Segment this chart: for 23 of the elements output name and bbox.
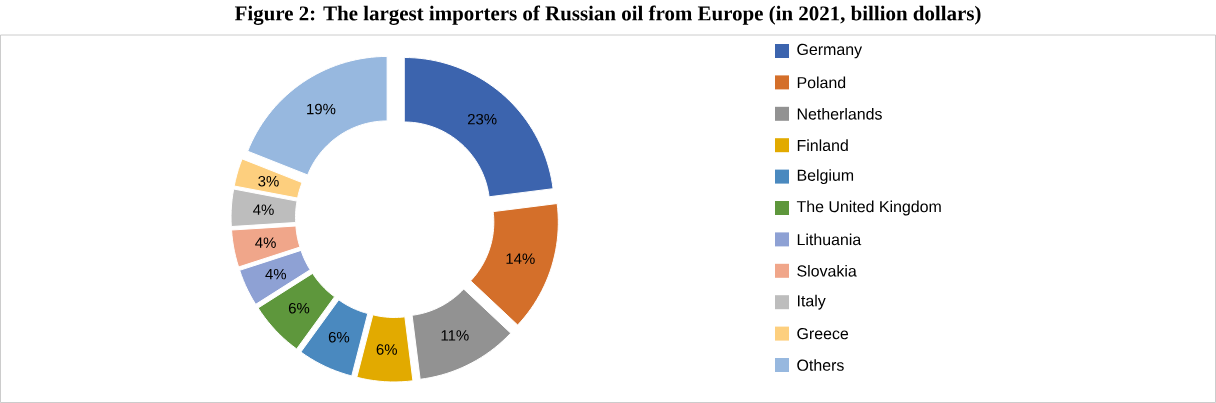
legend-label: The United Kingdom xyxy=(796,200,941,216)
data-label: 19% xyxy=(307,103,336,115)
legend-label: Belgium xyxy=(797,169,854,185)
legend-label: Italy xyxy=(797,294,826,310)
data-label: 4% xyxy=(255,237,276,248)
data-label: 6% xyxy=(288,302,310,314)
legend-label: Slovakia xyxy=(797,264,857,277)
data-label: 3% xyxy=(258,175,279,187)
legend-label: Finland xyxy=(797,139,848,152)
legend-label: Greece xyxy=(797,327,849,340)
data-label: 11% xyxy=(441,330,469,341)
chart-title: Figure 2: The largest importers of Russian oil from Europe (in 2021, billion dollars) xyxy=(234,5,981,25)
data-label: 6% xyxy=(376,344,397,355)
data-label: 6% xyxy=(328,331,350,343)
data-label: 4% xyxy=(253,204,274,215)
legend-label: Germany xyxy=(797,43,863,59)
data-label: 14% xyxy=(506,253,535,264)
data-label: 23% xyxy=(467,113,497,125)
legend-label: Others xyxy=(797,359,844,371)
data-label: 4% xyxy=(265,268,287,280)
legend-label: Lithuania xyxy=(797,233,862,246)
legend-label: Poland xyxy=(797,76,846,89)
legend-label: Netherlands xyxy=(797,107,882,120)
